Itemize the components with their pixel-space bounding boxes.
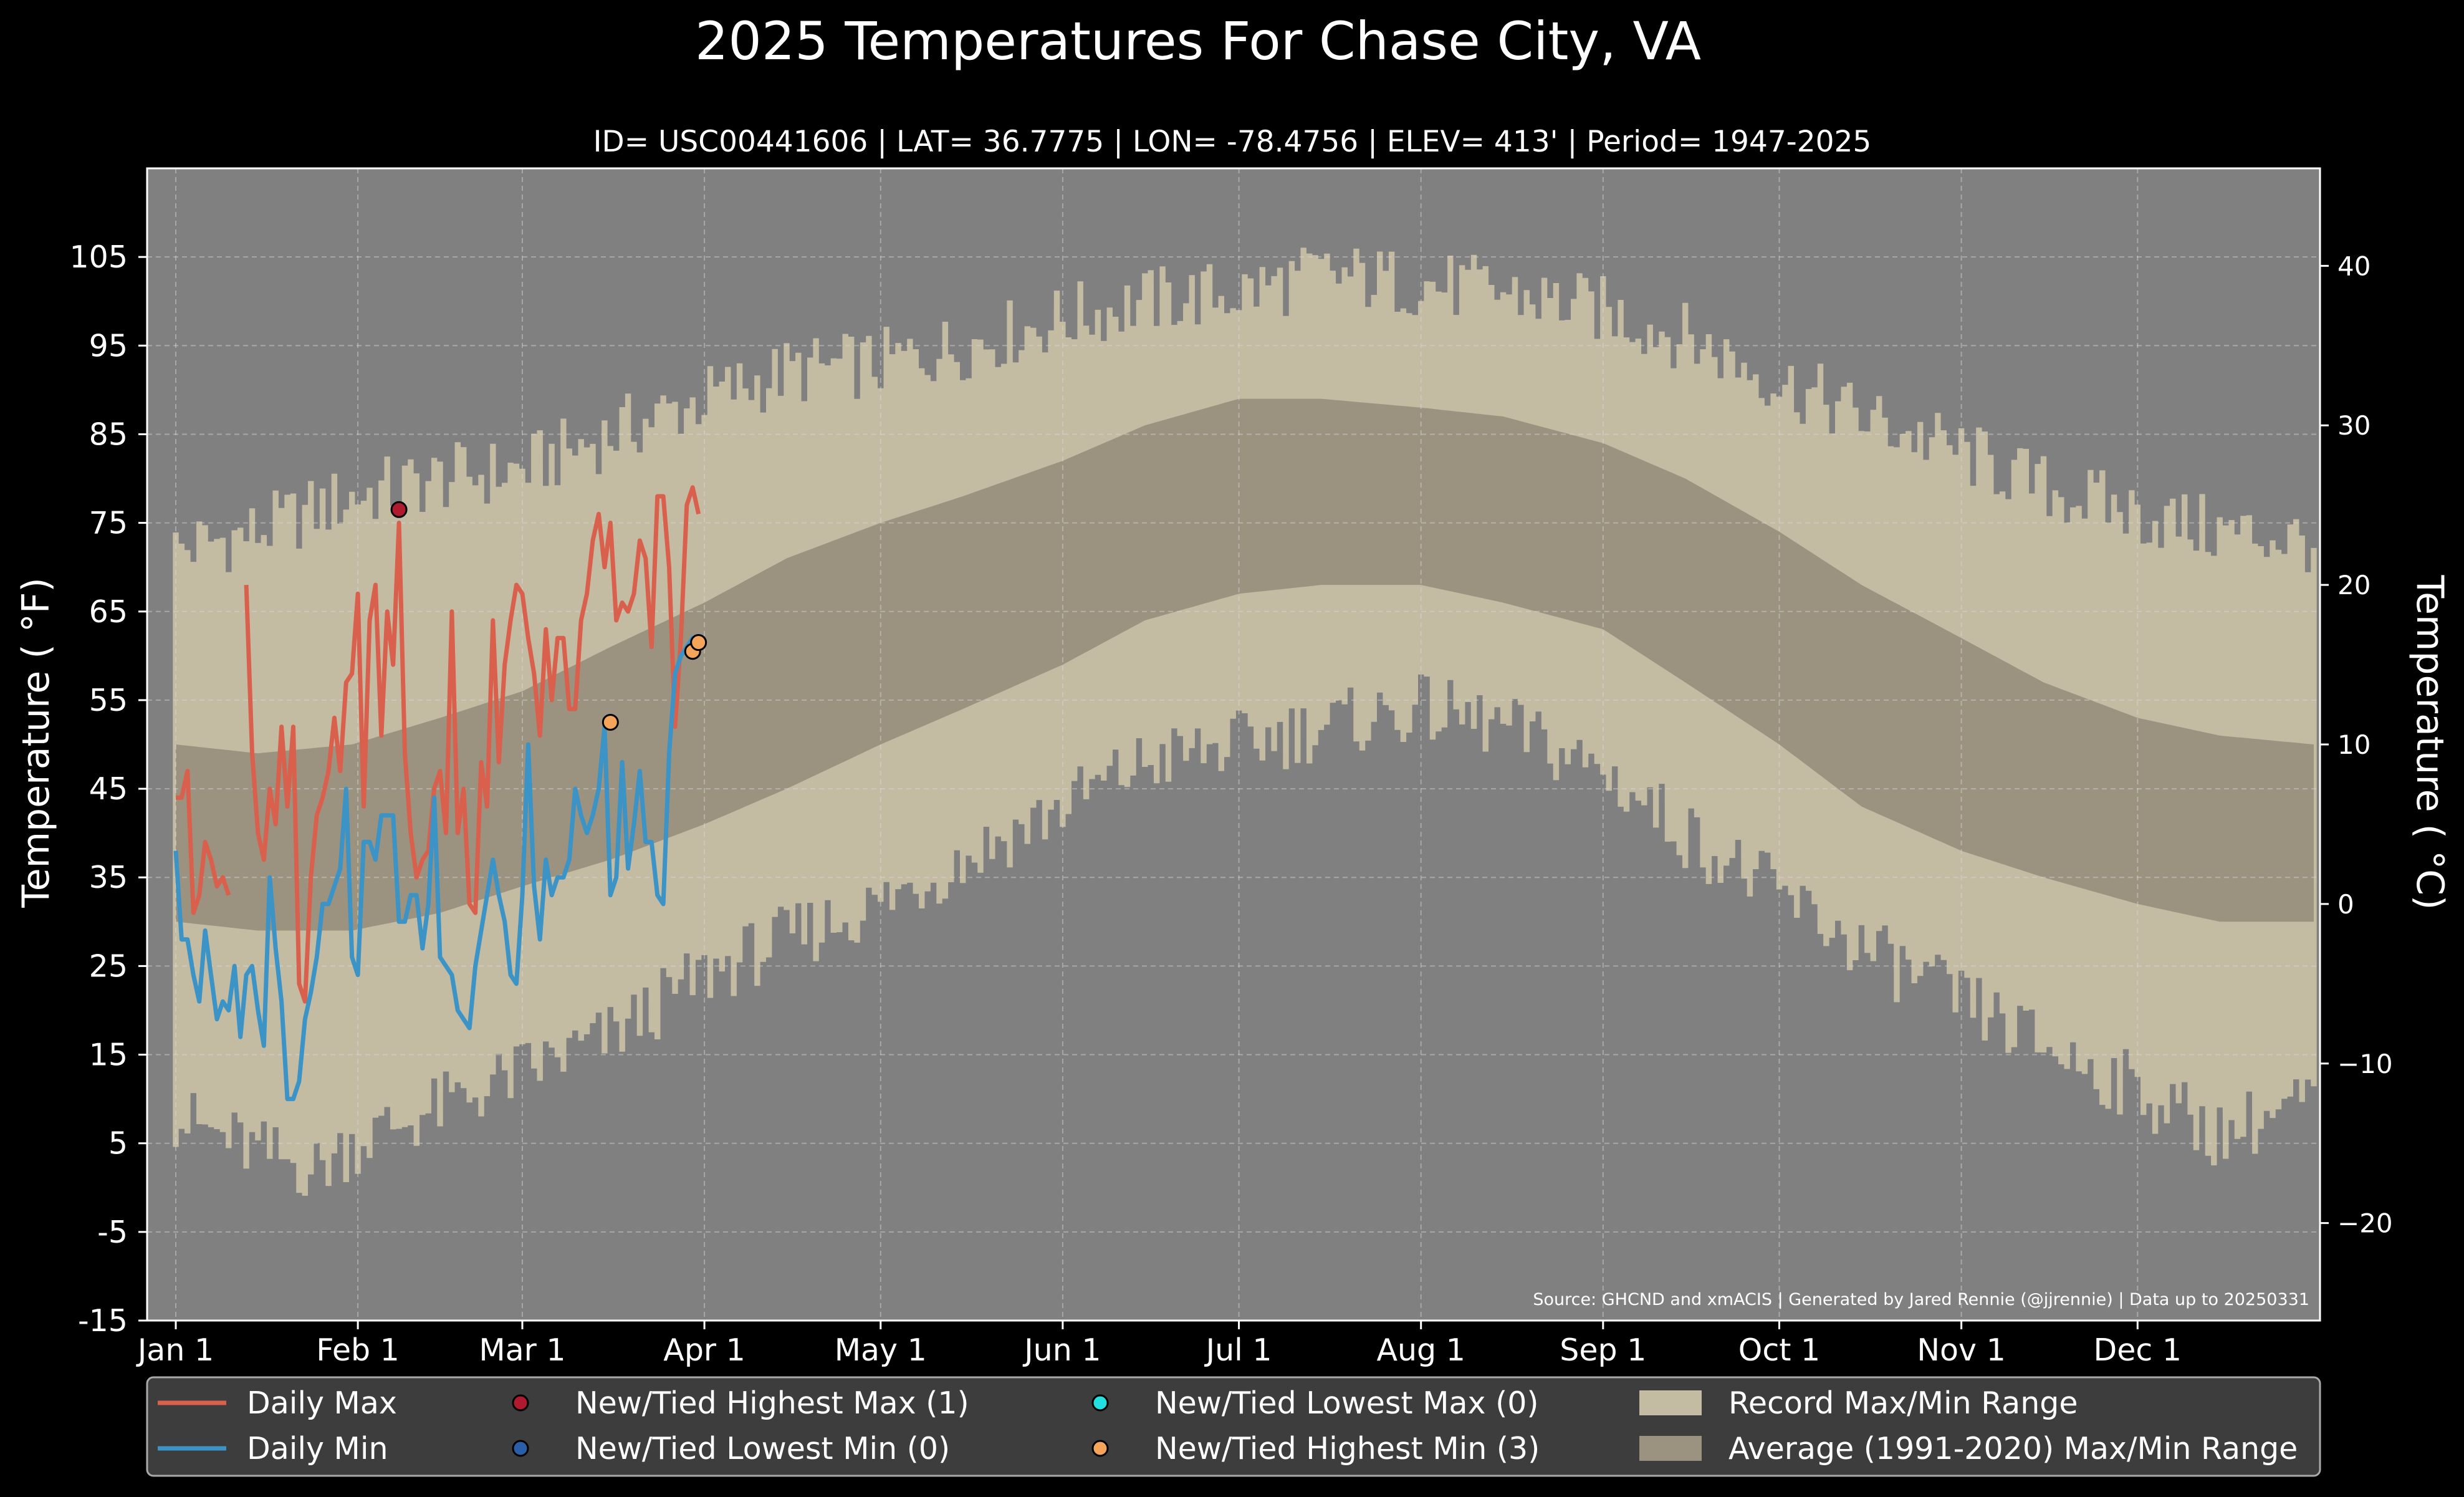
highest-min-marker <box>690 634 707 652</box>
y-right-tick-label: 20 <box>2337 570 2371 600</box>
y-right-tick-label: 30 <box>2337 410 2371 441</box>
x-tick-label: Nov 1 <box>1917 1332 2005 1368</box>
y-right-tick-label: 40 <box>2337 251 2371 281</box>
y-tick-label: 25 <box>89 948 128 984</box>
record-range-area <box>173 248 2317 1196</box>
y-tick-label: 55 <box>89 683 128 718</box>
x-tick-label: May 1 <box>835 1332 927 1368</box>
x-tick-label: Feb 1 <box>316 1332 400 1368</box>
legend-label: Average (1991-2020) Max/Min Range <box>1728 1431 2298 1466</box>
x-tick-label: Apr 1 <box>663 1332 745 1368</box>
y-axis-label-left: Temperature ( °F) <box>14 577 58 908</box>
plot-area: 105 95 85 75 65 55 45 35 25 15 5 -5 -15 40 30 20 10 0 −10 −… <box>69 167 2393 1368</box>
x-tick-label: Jan 1 <box>136 1332 214 1368</box>
daily-max-line <box>176 485 701 1004</box>
y-right-tick-label: −20 <box>2337 1208 2393 1239</box>
legend-label: Daily Max <box>247 1385 397 1421</box>
source-note: Source: GHCND and xmACIS | Generated by … <box>1533 1290 2309 1309</box>
legend-patch-swatch <box>1639 1390 1702 1415</box>
y-right-tick-label: −10 <box>2337 1049 2393 1079</box>
chart-subtitle: ID= USC00441606 | LAT= 36.7775 | LON= -7… <box>593 125 1872 159</box>
legend-dot-swatch <box>512 1440 529 1457</box>
legend-label: New/Tied Lowest Min (0) <box>575 1431 950 1466</box>
y-axis-label-right: Temperature ( °C) <box>2408 575 2452 910</box>
normal-range-area <box>176 398 2314 931</box>
y-tick-label: -5 <box>97 1215 128 1250</box>
x-tick-label: Mar 1 <box>479 1332 565 1368</box>
chart-title: 2025 Temperatures For Chase City, VA <box>695 11 1701 72</box>
legend-box <box>146 1376 2321 1477</box>
highest-max-marker <box>390 501 408 518</box>
y-tick-label: 85 <box>89 416 128 452</box>
legend-label: Daily Min <box>247 1431 388 1466</box>
y-right-tick-label: 0 <box>2337 889 2354 920</box>
legend-label: Record Max/Min Range <box>1728 1385 2078 1421</box>
x-tick-label: Jun 1 <box>1022 1332 1101 1368</box>
legend-patch-swatch <box>1639 1436 1702 1461</box>
y-tick-label: 65 <box>89 594 128 630</box>
x-tick-label: Oct 1 <box>1738 1332 1820 1368</box>
highest-min-marker <box>602 713 619 731</box>
y-tick-label: 35 <box>89 860 128 895</box>
chart-legend: Daily Max Daily Min New/Tied Highest Max (… <box>146 1376 2321 1477</box>
legend-dot-swatch <box>1091 1394 1109 1412</box>
legend-label: New/Tied Highest Max (1) <box>575 1385 969 1421</box>
y-tick-label: 95 <box>89 328 128 363</box>
x-tick-label: Dec 1 <box>2094 1332 2182 1368</box>
legend-dot-swatch <box>512 1394 529 1412</box>
x-tick-label: Sep 1 <box>1560 1332 1646 1368</box>
y-tick-label: 45 <box>89 771 128 807</box>
daily-min-line <box>173 635 701 1102</box>
y-tick-label: 75 <box>89 506 128 541</box>
y-right-tick-label: 10 <box>2337 729 2371 760</box>
y-tick-label: 105 <box>69 239 128 275</box>
y-tick-label: 5 <box>108 1126 128 1162</box>
x-tick-label: Aug 1 <box>1376 1332 1465 1368</box>
x-tick-label: Jul 1 <box>1204 1332 1272 1368</box>
legend-label: New/Tied Highest Min (3) <box>1155 1431 1540 1466</box>
legend-label: New/Tied Lowest Max (0) <box>1155 1385 1539 1421</box>
y-tick-label: 15 <box>89 1037 128 1073</box>
legend-dot-swatch <box>1091 1440 1109 1457</box>
y-tick-label: -15 <box>78 1303 128 1339</box>
